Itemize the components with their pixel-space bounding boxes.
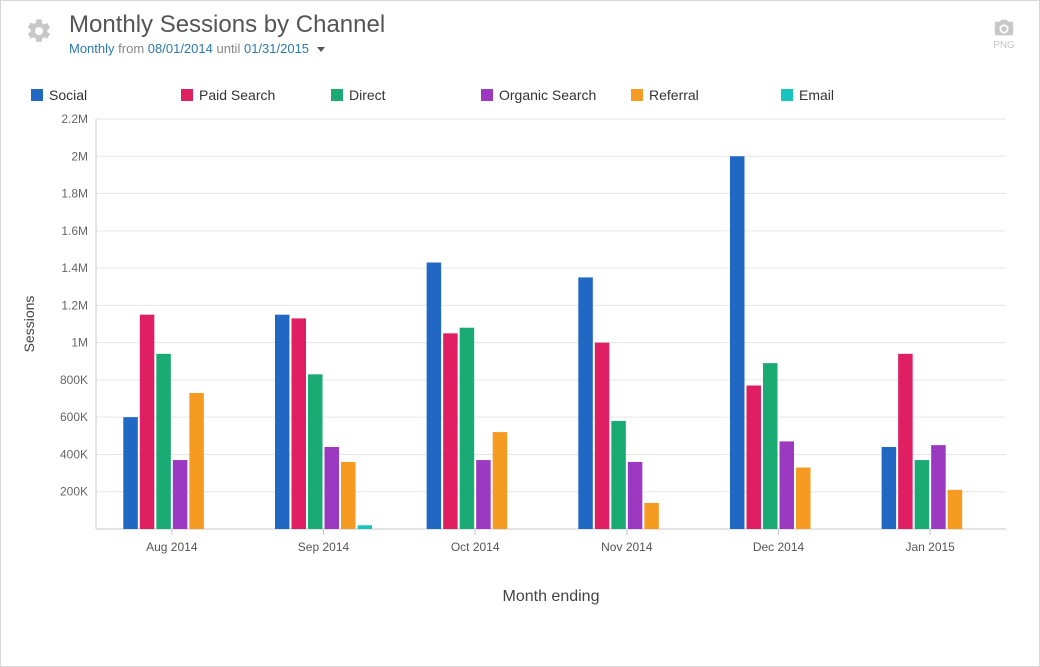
until-date: 01/31/2015 [244,41,309,56]
legend-swatch[interactable] [781,89,793,101]
bar[interactable] [476,460,491,529]
bar[interactable] [730,156,745,529]
x-tick-label: Jan 2015 [905,540,955,554]
chart-area: Social Paid Search Direct Organic Search Ref… [1,71,1040,661]
legend-label[interactable]: Email [799,87,834,103]
legend-swatch[interactable] [331,89,343,101]
y-tick-label: 1.2M [61,298,88,312]
bar[interactable] [763,363,778,529]
bar[interactable] [882,447,897,529]
y-tick-label: 2.2M [61,112,88,126]
until-word: until [216,41,240,56]
bar[interactable] [443,333,458,529]
bar[interactable] [325,447,340,529]
y-tick-label: 1.4M [61,261,88,275]
bar[interactable] [189,393,204,529]
y-tick-label: 1M [71,336,88,350]
x-tick-label: Nov 2014 [601,540,653,554]
bar[interactable] [915,460,930,529]
from-date: 08/01/2014 [148,41,213,56]
bar[interactable] [341,462,356,529]
y-tick-label: 800K [60,373,88,387]
bar[interactable] [123,417,138,529]
bar[interactable] [308,374,323,529]
y-tick-label: 600K [60,410,88,424]
bar[interactable] [427,263,442,530]
legend-swatch[interactable] [631,89,643,101]
bar[interactable] [796,468,811,530]
legend-swatch[interactable] [31,89,43,101]
bar[interactable] [156,354,171,529]
bar[interactable] [746,386,761,530]
bar[interactable] [173,460,188,529]
x-axis-title: Month ending [503,588,600,605]
y-tick-label: 2M [71,149,88,163]
from-word: from [118,41,144,56]
x-tick-label: Aug 2014 [146,540,198,554]
y-tick-label: 400K [60,447,88,461]
bar[interactable] [628,462,643,529]
camera-icon [993,17,1015,39]
bar[interactable] [898,354,913,529]
legend-label[interactable]: Direct [349,87,386,103]
bar[interactable] [493,432,508,529]
bar[interactable] [578,277,593,529]
x-tick-label: Sep 2014 [298,540,350,554]
legend-label[interactable]: Organic Search [499,87,596,103]
period-label: Monthly [69,41,115,56]
chart-card: Monthly Sessions by Channel Monthly from… [0,0,1040,667]
bar[interactable] [611,421,626,529]
card-header: Monthly Sessions by Channel Monthly from… [25,11,1015,71]
y-tick-label: 1.8M [61,187,88,201]
chevron-down-icon [317,47,325,52]
bar[interactable] [595,343,610,529]
x-tick-label: Dec 2014 [753,540,805,554]
card-title: Monthly Sessions by Channel [69,11,385,39]
legend-label[interactable]: Paid Search [199,87,275,103]
bar[interactable] [931,445,946,529]
legend-label[interactable]: Social [49,87,87,103]
bar[interactable] [291,318,306,529]
bar[interactable] [358,525,373,529]
bar[interactable] [460,328,475,529]
export-png-button[interactable]: PNG [993,17,1015,51]
y-axis-title: Sessions [21,296,37,353]
gear-icon[interactable] [25,17,57,49]
date-range-picker[interactable]: Monthly from 08/01/2014 until 01/31/2015 [69,41,325,56]
bar[interactable] [948,490,963,529]
y-tick-label: 1.6M [61,224,88,238]
legend-swatch[interactable] [481,89,493,101]
legend-label[interactable]: Referral [649,87,699,103]
bar[interactable] [275,315,290,529]
x-tick-label: Oct 2014 [451,540,500,554]
export-label: PNG [993,40,1015,51]
y-tick-label: 200K [60,485,88,499]
bar[interactable] [140,315,155,529]
bar[interactable] [644,503,659,529]
bar[interactable] [780,441,795,529]
legend-swatch[interactable] [181,89,193,101]
